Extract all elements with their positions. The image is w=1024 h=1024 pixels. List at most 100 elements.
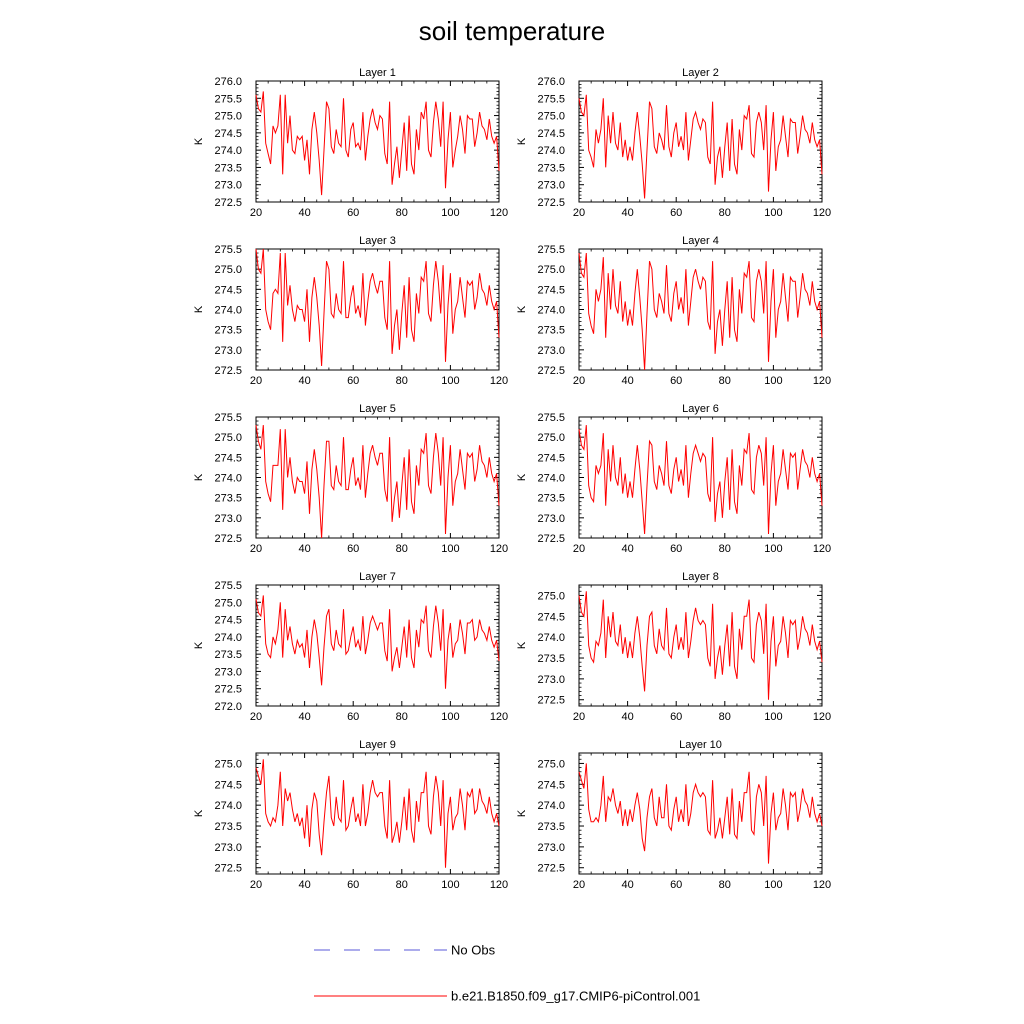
panel-title: Layer 9 [359,739,396,751]
x-tick-label: 120 [490,879,508,891]
x-tick-label: 120 [813,207,831,219]
x-tick-label: 60 [670,543,682,555]
y-tick-label: 272.5 [214,684,242,696]
y-axis-label: K [193,305,205,313]
x-tick-label: 80 [719,207,731,219]
y-tick-label: 275.5 [537,244,565,256]
y-tick-label: 274.0 [537,305,565,317]
panel-layer-2: Layer 2 K 20 40 60 80 100 120 272.5 273.0 273.5 274… [516,67,831,219]
x-tick-label: 20 [573,543,585,555]
panels-grid: Layer 1 K 20 40 60 80 100 120 272.5 273.0 273.5 274… [193,67,831,891]
y-axis-label: K [193,641,205,649]
y-tick-label: 273.5 [214,325,242,337]
y-axis-label: K [516,137,528,145]
legend-label-no-obs: No Obs [451,943,496,958]
x-tick-label: 40 [298,711,310,723]
y-tick-label: 274.0 [537,632,565,644]
x-tick-label: 80 [396,711,408,723]
x-tick-label: 20 [573,207,585,219]
series-line [578,763,823,864]
x-tick-label: 120 [490,207,508,219]
y-tick-label: 275.5 [214,244,242,256]
x-tick-label: 80 [396,543,408,555]
y-tick-label: 273.0 [214,180,242,192]
y-tick-label: 275.5 [537,93,565,105]
x-tick-label: 100 [441,375,459,387]
y-tick-label: 275.0 [537,111,565,123]
x-tick-label: 80 [719,543,731,555]
x-tick-label: 60 [347,711,359,723]
y-tick-label: 273.0 [214,842,242,854]
x-tick-label: 40 [621,207,633,219]
x-tick-label: 60 [670,207,682,219]
x-tick-label: 20 [573,375,585,387]
x-tick-label: 60 [347,543,359,555]
y-tick-label: 273.5 [537,653,565,665]
x-tick-label: 40 [298,879,310,891]
y-tick-label: 273.0 [537,345,565,357]
y-tick-label: 276.0 [214,76,242,88]
x-tick-label: 40 [298,207,310,219]
y-tick-label: 272.5 [214,533,242,545]
y-tick-label: 275.0 [537,432,565,444]
panel-title: Layer 4 [682,235,719,247]
y-tick-label: 273.5 [537,162,565,174]
series-line [578,591,823,700]
panel-title: Layer 10 [679,739,722,751]
x-tick-label: 80 [396,879,408,891]
x-tick-label: 60 [347,375,359,387]
panel-title: Layer 1 [359,67,396,79]
series-line [255,91,500,196]
series-line [578,94,823,199]
x-tick-label: 120 [490,711,508,723]
y-tick-label: 275.0 [214,264,242,276]
y-tick-label: 274.0 [214,145,242,157]
panel-layer-1: Layer 1 K 20 40 60 80 100 120 272.5 273.0 273.5 274… [193,67,508,219]
series-line [578,425,823,535]
x-tick-label: 40 [621,711,633,723]
y-tick-label: 275.5 [537,412,565,424]
y-tick-label: 273.0 [214,345,242,357]
x-tick-label: 40 [298,375,310,387]
y-tick-label: 272.0 [214,701,242,713]
x-tick-label: 20 [250,543,262,555]
y-tick-label: 274.0 [537,145,565,157]
series-line [255,595,500,689]
y-tick-label: 273.0 [537,513,565,525]
y-tick-label: 272.5 [537,863,565,875]
y-tick-label: 274.5 [214,284,242,296]
x-tick-label: 40 [621,879,633,891]
x-tick-label: 80 [719,711,731,723]
x-tick-label: 100 [441,879,459,891]
x-tick-label: 40 [621,375,633,387]
panel-layer-3: Layer 3 K 20 40 60 80 100 120 272.5 273.0 273.5 274… [193,235,508,387]
y-tick-label: 275.5 [214,580,242,592]
y-tick-label: 273.5 [537,493,565,505]
panel-layer-7: Layer 7 K 20 40 60 80 100 120 272.0 272.5 273.0 273… [193,571,508,723]
y-tick-label: 272.5 [537,695,565,707]
y-tick-label: 272.5 [537,533,565,545]
y-tick-label: 274.0 [214,632,242,644]
y-tick-label: 275.5 [214,412,242,424]
panel-layer-5: Layer 5 K 20 40 60 80 100 120 272.5 273.0 273.5 274… [193,403,508,555]
y-tick-label: 275.0 [537,758,565,770]
legend-label-picontrol: b.e21.B1850.f09_g17.CMIP6-piControl.001 [451,989,700,1004]
x-tick-label: 100 [441,543,459,555]
x-tick-label: 20 [250,375,262,387]
y-tick-label: 275.0 [214,111,242,123]
x-tick-label: 80 [719,879,731,891]
y-axis-label: K [193,473,205,481]
y-tick-label: 275.0 [214,432,242,444]
y-tick-label: 272.5 [214,365,242,377]
y-axis-label: K [516,473,528,481]
x-tick-label: 80 [396,207,408,219]
x-tick-label: 100 [764,711,782,723]
y-axis-label: K [516,809,528,817]
y-tick-label: 274.5 [537,128,565,140]
y-tick-label: 275.0 [537,264,565,276]
y-tick-label: 274.0 [537,473,565,485]
y-tick-label: 272.5 [537,197,565,209]
y-tick-label: 274.5 [214,615,242,627]
